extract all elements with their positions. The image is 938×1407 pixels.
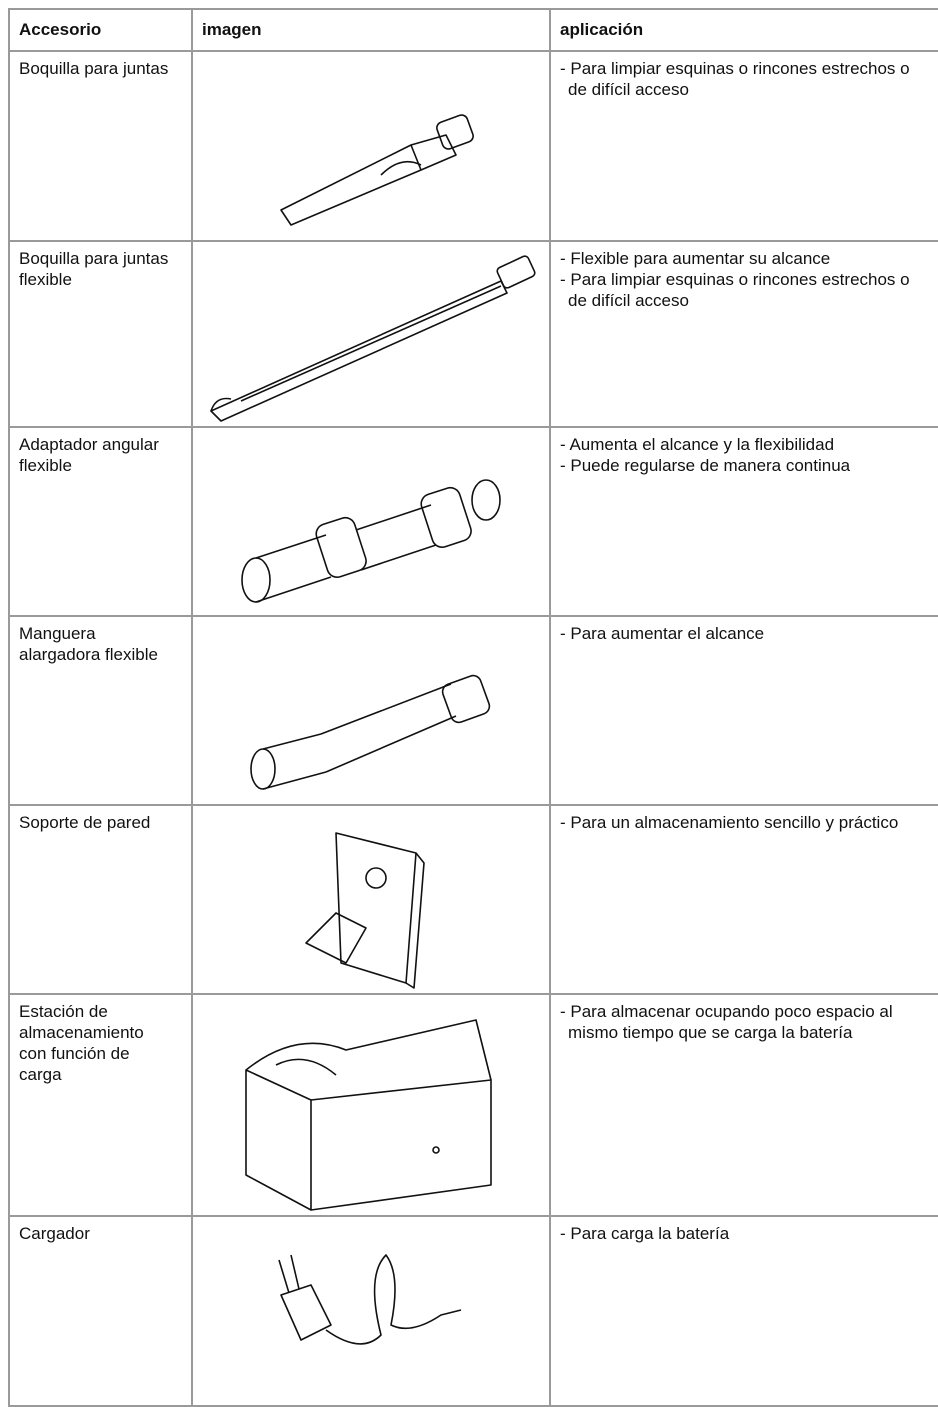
hose-icon bbox=[250, 674, 491, 790]
row: Soporte de pared - Para un almacenamient… bbox=[8, 804, 938, 995]
application-item: - Para limpiar esquinas o rincones estre… bbox=[560, 59, 910, 99]
angle-adapter-icon bbox=[241, 479, 501, 603]
accessory: Adaptador angular flexible bbox=[19, 435, 159, 475]
image-cell bbox=[191, 615, 551, 806]
header-cell: imagen bbox=[191, 8, 551, 52]
application-cell: - Para carga la batería bbox=[549, 1215, 938, 1407]
accessory-cell: Adaptador angular flexible bbox=[8, 426, 193, 617]
header-cell: Accesorio bbox=[8, 8, 193, 52]
application-item: - Para almacenar ocupando poco espacio a… bbox=[560, 1002, 893, 1042]
header-row: Accesorio imagen aplicación bbox=[8, 8, 938, 52]
image-cell bbox=[191, 50, 551, 242]
accessory-cell: Boquilla para juntas flexible bbox=[8, 240, 193, 428]
accessory: Soporte de pared bbox=[19, 813, 151, 832]
application-item: - Para aumentar el alcance bbox=[560, 624, 765, 643]
application-item: - Para carga la batería bbox=[560, 1224, 730, 1243]
image-cell bbox=[191, 993, 551, 1217]
row: Manguera alargadora flexible - Para aume… bbox=[8, 615, 938, 806]
crevice-nozzle-icon bbox=[280, 114, 474, 226]
accessory-cell: Boquilla para juntas bbox=[8, 50, 193, 242]
wall-mount-icon bbox=[305, 832, 425, 989]
application-item: - Puede regularse de manera continua bbox=[560, 456, 851, 475]
image-cell bbox=[191, 1215, 551, 1407]
application-cell: - Para aumentar el alcance bbox=[549, 615, 938, 806]
application-item: - Para un almacenamiento sencillo y prác… bbox=[560, 813, 899, 832]
accessory: Boquilla para juntas bbox=[19, 59, 169, 78]
row: Estación de almacenamiento con función d… bbox=[8, 993, 938, 1217]
application-cell: - Flexible para aumentar su alcance - Pa… bbox=[549, 240, 938, 428]
charger-icon bbox=[278, 1254, 462, 1345]
row: Boquilla para juntas - Para limpiar esqu… bbox=[8, 50, 938, 242]
image-cell bbox=[191, 240, 551, 428]
accessory: Estación de almacenamiento con función d… bbox=[19, 1002, 144, 1084]
accessory: Cargador bbox=[19, 1224, 90, 1243]
application-item: - Para limpiar esquinas o rincones estre… bbox=[560, 270, 910, 310]
accessory: Manguera alargadora flexible bbox=[19, 624, 158, 664]
accessory-cell: Manguera alargadora flexible bbox=[8, 615, 193, 806]
accessory: Boquilla para juntas flexible bbox=[19, 249, 169, 289]
application-cell: - Para almacenar ocupando poco espacio a… bbox=[549, 993, 938, 1217]
application-cell: - Aumenta el alcance y la flexibilidad -… bbox=[549, 426, 938, 617]
application-item: - Flexible para aumentar su alcance bbox=[560, 249, 831, 268]
accessory-cell: Cargador bbox=[8, 1215, 193, 1407]
application-item: - Aumenta el alcance y la flexibilidad bbox=[560, 435, 835, 454]
charging-station-icon bbox=[245, 1019, 492, 1211]
image-cell bbox=[191, 426, 551, 617]
application-cell: - Para limpiar esquinas o rincones estre… bbox=[549, 50, 938, 242]
accessories-table: Accesorio imagen aplicación Boquilla par… bbox=[8, 8, 938, 1407]
row: Boquilla para juntas flexible - Flexible… bbox=[8, 240, 938, 428]
image-cell bbox=[191, 804, 551, 995]
row: Adaptador angular flexible - Aumenta el … bbox=[8, 426, 938, 617]
application-cell: - Para un almacenamiento sencillo y prác… bbox=[549, 804, 938, 995]
header-cell: aplicación bbox=[549, 8, 938, 52]
accessory-cell: Estación de almacenamiento con función d… bbox=[8, 993, 193, 1217]
accessory-cell: Soporte de pared bbox=[8, 804, 193, 995]
flexible-nozzle-icon bbox=[210, 255, 536, 422]
row: Cargador - Para carga la batería bbox=[8, 1215, 938, 1407]
